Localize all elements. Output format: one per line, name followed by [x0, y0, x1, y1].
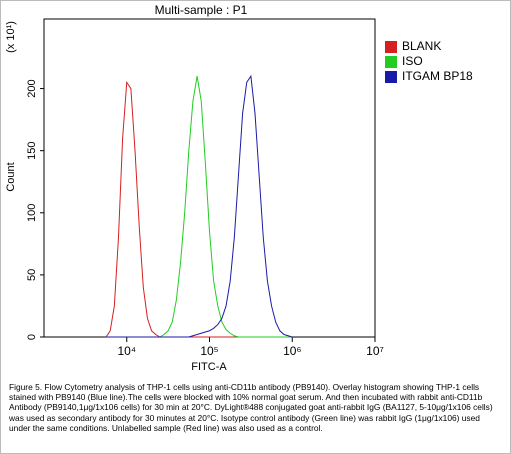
- y-axis-label: Count: [5, 162, 17, 191]
- caption: Figure 5. Flow Cytometry analysis of THP…: [9, 382, 493, 433]
- chart: Multi-sample : P1 FITC-A Count (x 10¹) 0…: [5, 3, 473, 373]
- x-tick-label: 10⁷: [366, 344, 384, 358]
- legend-label: ISO: [402, 54, 423, 68]
- x-tick-label: 10⁴: [117, 344, 136, 358]
- chart-title: Multi-sample : P1: [155, 3, 248, 17]
- plot-frame: [43, 18, 376, 338]
- y-tick-label: 150: [26, 141, 38, 159]
- histogram-line: [106, 76, 293, 338]
- legend-swatch: [385, 56, 397, 68]
- y-tick-label: 200: [26, 79, 38, 97]
- legend-label: BLANK: [402, 39, 441, 53]
- histogram-line: [105, 80, 293, 338]
- legend-label: ITGAM BP18: [402, 69, 473, 83]
- legend-swatch: [385, 41, 397, 53]
- y-tick-label: 50: [26, 269, 38, 281]
- y-tick-label: 0: [26, 334, 38, 340]
- legend-swatch: [385, 71, 397, 83]
- y-tick-label: 100: [26, 204, 38, 222]
- y-scale-note: (x 10¹): [5, 21, 17, 53]
- x-tick-label: 10⁶: [283, 344, 301, 358]
- x-axis-label: FITC-A: [191, 361, 227, 373]
- x-tick-label: 10⁵: [200, 344, 218, 358]
- histogram-line: [106, 74, 293, 338]
